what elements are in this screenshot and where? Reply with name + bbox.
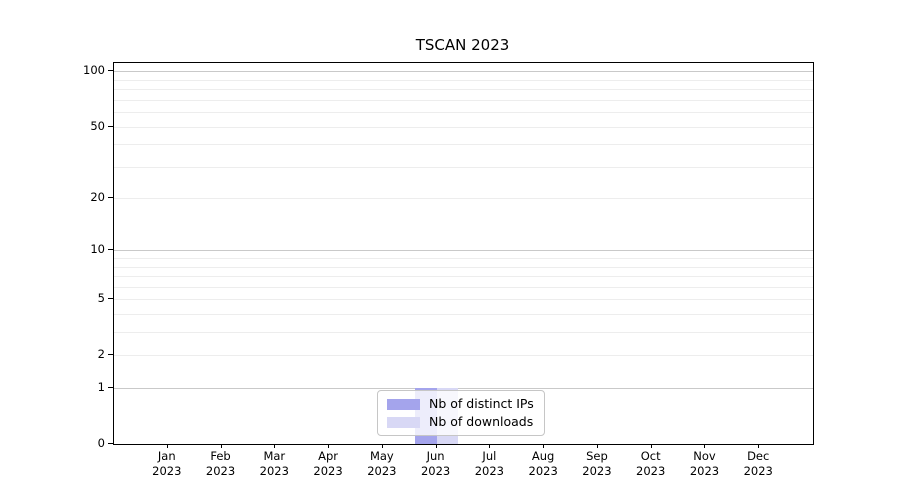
y-minor-gridline [114, 276, 813, 278]
x-tick-label: Nov 2023 [689, 449, 720, 478]
y-minor-gridline [114, 166, 813, 168]
y-minor-gridline [114, 258, 813, 260]
y-tick-mark [108, 125, 113, 127]
y-tick-label: 100 [83, 63, 105, 78]
legend-label: Nb of distinct IPs [429, 396, 534, 411]
x-tick-mark [274, 444, 276, 448]
x-tick-mark [704, 444, 706, 448]
y-tick-label: 20 [90, 190, 105, 205]
legend-entry: Nb of downloads [387, 414, 535, 430]
x-tick-label: Mar 2023 [259, 449, 289, 478]
y-tick-mark [108, 249, 113, 251]
x-tick-label: Oct 2023 [636, 449, 666, 478]
y-minor-gridline [114, 126, 813, 128]
y-tick-label: 50 [90, 118, 105, 133]
y-minor-gridline [114, 144, 813, 146]
x-tick-label: Jun 2023 [420, 449, 451, 478]
chart-title: TSCAN 2023 [415, 36, 510, 54]
x-tick-label: Jul 2023 [474, 449, 505, 478]
y-minor-gridline [114, 355, 813, 357]
y-minor-gridline [114, 198, 813, 200]
legend-entry: Nb of distinct IPs [387, 396, 535, 412]
legend-label: Nb of downloads [429, 414, 534, 429]
x-tick-mark [435, 444, 437, 448]
y-tick-mark [108, 387, 113, 389]
x-tick-label: Feb 2023 [205, 449, 236, 478]
y-tick-mark [108, 197, 113, 199]
y-minor-gridline [114, 299, 813, 301]
y-minor-gridline [114, 99, 813, 101]
y-tick-mark [108, 70, 113, 72]
y-major-gridline [114, 71, 813, 73]
y-major-gridline [114, 250, 813, 252]
y-major-gridline [114, 388, 813, 390]
y-tick-label: 10 [90, 242, 105, 257]
x-tick-mark [596, 444, 598, 448]
plot-area [113, 62, 814, 445]
x-tick-label: Sep 2023 [582, 449, 612, 478]
legend-swatch [387, 416, 420, 428]
y-tick-label: 5 [97, 291, 105, 306]
y-minor-gridline [114, 314, 813, 316]
y-tick-mark [108, 443, 113, 444]
x-tick-mark [166, 444, 168, 448]
legend: Nb of distinct IPs Nb of downloads [377, 390, 545, 436]
y-minor-gridline [114, 266, 813, 268]
x-tick-mark [489, 444, 491, 448]
y-tick-label: 0 [97, 436, 105, 450]
y-minor-gridline [114, 79, 813, 81]
y-minor-gridline [114, 286, 813, 288]
x-tick-label: May 2023 [367, 449, 397, 478]
x-tick-mark [328, 444, 330, 448]
x-tick-mark [758, 444, 760, 448]
y-tick-mark [108, 298, 113, 300]
x-tick-label: Jan 2023 [152, 449, 182, 478]
y-minor-gridline [114, 89, 813, 91]
x-tick-mark [220, 444, 222, 448]
y-tick-label: 2 [97, 347, 105, 362]
y-tick-label: 1 [97, 380, 105, 395]
y-minor-gridline [114, 332, 813, 334]
y-tick-mark [108, 354, 113, 356]
x-tick-label: Dec 2023 [743, 449, 773, 478]
y-minor-gridline [114, 112, 813, 114]
legend-swatch [387, 398, 420, 410]
x-tick-mark [381, 444, 383, 448]
x-tick-label: Apr 2023 [313, 449, 343, 478]
x-tick-mark [650, 444, 652, 448]
x-tick-mark [543, 444, 545, 448]
x-tick-label: Aug 2023 [528, 449, 558, 478]
